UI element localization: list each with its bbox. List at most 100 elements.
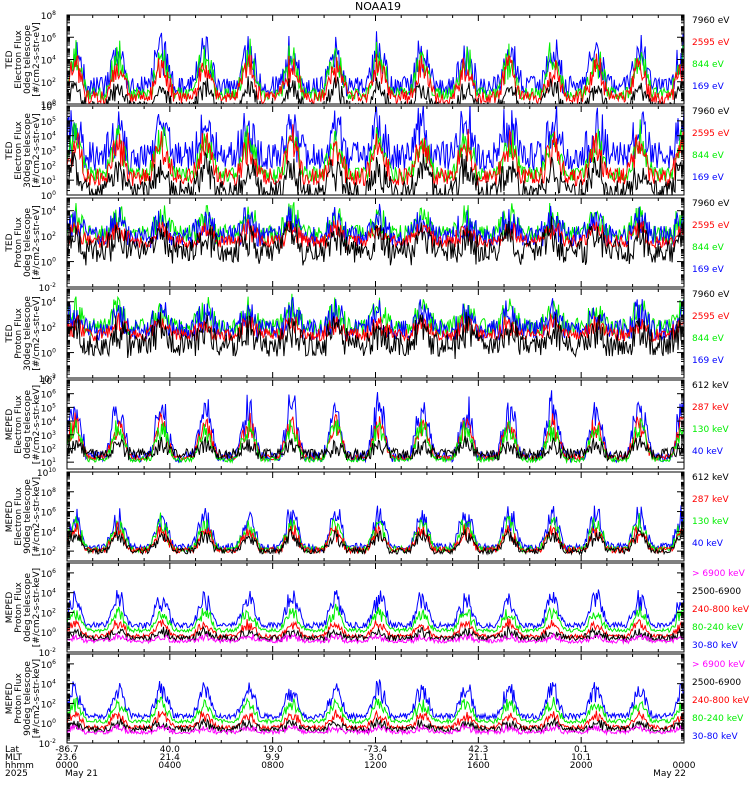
y-tick-label: 104 (41, 206, 56, 218)
y-tick-label: 106 (41, 568, 56, 580)
y-tick-label: 10-2 (39, 738, 57, 750)
y-tick-exponent: 2 (52, 231, 56, 238)
y-axis-label-line: TED (5, 50, 15, 69)
panel-8: 10-2 100 102 104 106 MEPED Proton Flux 90deg te… (5, 653, 750, 750)
panel-4: 10-2 100 102 104 TED Proton Flux 30deg telesco… (5, 288, 730, 385)
y-tick-exponent: 4 (52, 131, 56, 138)
series-30-80-kev-line (67, 679, 684, 722)
x-tick-lat: -86.7 (55, 745, 78, 755)
y-tick-label: 103 (41, 146, 56, 158)
x-tick-hhmm: 0000 (56, 761, 79, 771)
y-tick-label: 100 (41, 99, 56, 111)
y-tick-exponent: 4 (52, 526, 56, 533)
y-tick-exponent: 6 (52, 101, 56, 108)
y-tick-exponent: 2 (52, 546, 56, 553)
series-2500-6900-line (67, 624, 684, 643)
legend-entry: 2595 eV (692, 221, 730, 231)
y-axis-label-line: Proton Flux (14, 673, 24, 724)
y-axis-label-line: Proton Flux (14, 582, 24, 633)
y-axis-label-line: 90deg telescope (23, 661, 33, 736)
y-axis-label-line: 0deg telescope (23, 208, 33, 278)
legend-entry: 612 keV (692, 381, 729, 391)
y-tick-exponent: 0 (52, 348, 56, 355)
y-tick-label: 106 (41, 101, 56, 113)
legend-entry: > 6900 keV (692, 660, 746, 670)
x-tick-mlt: 23.6 (57, 753, 77, 763)
y-tick-label: 104 (41, 679, 56, 691)
x-tick-hhmm: 0800 (261, 761, 284, 771)
y-tick-label: 102 (41, 77, 56, 89)
x-tick-date: May 22 (653, 769, 686, 779)
y-tick-exponent: -2 (50, 282, 56, 289)
legend-entry: 30-80 keV (692, 641, 738, 651)
legend-entry: 2500-6900 (692, 587, 741, 597)
y-tick-exponent: 8 (52, 487, 56, 494)
legend-entry: 287 keV (692, 495, 729, 505)
y-axis-label-line: 0deg telescope (23, 573, 33, 643)
x-tick-lat: 0.1 (574, 745, 588, 755)
legend-entry: 40 keV (692, 447, 724, 457)
y-tick-label: 104 (41, 588, 56, 600)
series-612-kev-line (67, 526, 684, 556)
legend-entry: 7960 eV (692, 290, 730, 300)
y-axis-label-line: [#/cm2-s-str-eV] (32, 205, 42, 280)
x-tick-hhmm: 1600 (467, 761, 490, 771)
y-tick-exponent: 0 (52, 99, 56, 106)
y-tick-exponent: 1 (52, 175, 56, 182)
series-240-800-kev-line (67, 709, 684, 731)
legend-entry: 844 eV (692, 243, 725, 253)
y-axis-label-line: 30deg telescope (23, 113, 33, 188)
series--6900-kev-line (67, 722, 684, 737)
x-tick-date: May 21 (65, 769, 98, 779)
x-tick-mlt: 21.4 (160, 753, 180, 763)
y-tick-label: 106 (41, 32, 56, 44)
y-axis-label-line: TED (5, 324, 15, 343)
y-tick-label: 102 (41, 546, 56, 558)
y-tick-label: 10-2 (39, 282, 57, 294)
y-tick-label: 100 (41, 257, 56, 269)
y-tick-exponent: 0 (52, 718, 56, 725)
y-axis-label-line: MEPED (5, 683, 15, 715)
x-tick-lat: 42.3 (468, 745, 488, 755)
y-tick-label: 108 (41, 10, 56, 22)
x-row-label: MLT (5, 753, 23, 763)
y-tick-exponent: -2 (50, 373, 56, 380)
legend-entry: 169 eV (692, 82, 725, 92)
y-tick-exponent: 0 (52, 627, 56, 634)
y-axis-label-line: TED (5, 233, 15, 252)
y-tick-label: 103 (41, 430, 56, 442)
legend-entry: 80-240 keV (692, 623, 744, 633)
y-tick-exponent: 2 (52, 322, 56, 329)
y-tick-label: 100 (41, 627, 56, 639)
legend-entry: 844 eV (692, 151, 725, 161)
y-tick-label: 10-2 (39, 647, 57, 659)
series-30-80-kev-line (67, 589, 684, 630)
y-axis-label-line: Electron Flux (14, 121, 24, 180)
legend-entry: 130 keV (692, 517, 729, 527)
y-tick-label: 102 (41, 231, 56, 243)
series-844-ev-line (67, 38, 684, 102)
panel-1: 100 102 104 106 108 TED Electron Flux 0deg tele… (5, 10, 730, 111)
y-axis-label-line: [#/cm2-s-str-keV] (32, 568, 42, 647)
y-tick-exponent: 4 (52, 416, 56, 423)
legend-entry: 169 eV (692, 173, 725, 183)
y-tick-exponent: 2 (52, 77, 56, 84)
y-tick-exponent: 3 (52, 430, 56, 437)
y-axis-label-line: [#/cm2-s-str-keV] (32, 659, 42, 738)
y-axis-label-line: 0deg telescope (23, 25, 33, 95)
y-tick-exponent: 10 (48, 467, 56, 474)
legend-entry: > 6900 keV (692, 569, 746, 579)
y-tick-exponent: 6 (52, 389, 56, 396)
x-tick-lat: 40.0 (160, 745, 180, 755)
y-tick-exponent: 7 (52, 375, 56, 382)
legend-entry: 7960 eV (692, 107, 730, 117)
y-tick-label: 102 (41, 698, 56, 710)
y-tick-exponent: 4 (52, 297, 56, 304)
panel-7: 10-2 100 102 104 106 MEPED Proton Flux 0deg tel… (5, 562, 750, 659)
legend-entry: 612 keV (692, 473, 729, 483)
y-tick-label: 104 (41, 131, 56, 143)
